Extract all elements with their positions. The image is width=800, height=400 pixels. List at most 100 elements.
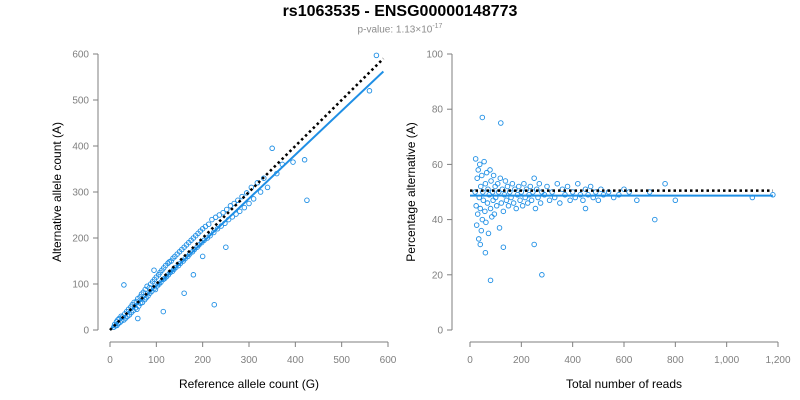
left-y-axis-label: Alternative allele count (A) — [50, 122, 64, 262]
data-point — [135, 315, 141, 322]
data-point — [634, 197, 640, 204]
data-point — [472, 156, 479, 162]
data-point — [477, 241, 484, 248]
data-point — [580, 197, 586, 204]
left-y-tick-label: 500 — [72, 96, 89, 107]
data-point — [473, 222, 480, 228]
data-point — [160, 308, 167, 315]
left-y-tick-label: 0 — [83, 326, 89, 337]
data-point — [537, 200, 544, 206]
data-point — [473, 203, 479, 209]
data-point — [521, 180, 527, 187]
data-point — [472, 189, 478, 195]
data-point — [480, 197, 487, 204]
data-point — [527, 183, 534, 190]
right-y-tick-label: 40 — [432, 215, 444, 226]
data-point — [569, 189, 576, 195]
data-point — [290, 159, 296, 165]
left-reference-line — [109, 57, 385, 331]
data-point — [220, 209, 226, 216]
data-point — [207, 232, 213, 239]
right-scatter-plot: 0 200 400 600 800 1,000 1,200 0 20 40 60 80 100 Total… — [404, 50, 791, 392]
data-point — [510, 200, 517, 206]
data-point — [474, 211, 481, 217]
data-point — [505, 203, 512, 209]
data-point — [646, 189, 653, 195]
data-point — [190, 272, 197, 278]
data-point — [493, 203, 500, 209]
data-point — [497, 175, 504, 181]
left-x-tick-label: 100 — [148, 355, 165, 366]
data-point — [559, 186, 566, 192]
data-point — [503, 197, 510, 204]
data-point — [672, 197, 679, 204]
right-x-tick-label: 0 — [467, 355, 473, 366]
data-point — [366, 88, 373, 94]
data-point — [487, 205, 494, 212]
chart-title: rs1063535 - ENSG00000148773 — [282, 3, 518, 20]
data-point — [489, 214, 495, 220]
data-point — [121, 282, 127, 288]
data-point — [199, 253, 206, 260]
data-point — [250, 196, 257, 202]
data-point — [499, 186, 506, 192]
data-point — [557, 200, 563, 206]
right-y-axis-label: Percentage alternative (A) — [404, 122, 418, 261]
data-point — [487, 277, 494, 284]
left-x-tick-label: 300 — [241, 355, 258, 366]
data-point — [652, 216, 658, 223]
data-point — [498, 120, 504, 126]
data-point — [243, 190, 250, 196]
data-point — [494, 180, 501, 187]
data-point — [500, 208, 507, 215]
data-point — [231, 200, 237, 207]
data-point — [488, 178, 494, 184]
data-point — [479, 114, 486, 121]
data-point — [492, 183, 498, 190]
data-point — [264, 184, 271, 191]
right-x-axis-label: Total number of reads — [566, 377, 682, 391]
data-point — [211, 229, 217, 236]
right-y-tick-label: 0 — [437, 326, 443, 337]
left-y-tick-label: 400 — [72, 142, 89, 153]
p-value-text: p-value: 1.13×10 — [357, 24, 433, 36]
left-y-tick-label: 600 — [72, 50, 89, 61]
data-point — [257, 189, 264, 195]
data-point — [490, 172, 497, 179]
left-y-tick-label: 200 — [72, 234, 89, 245]
data-point — [595, 197, 602, 204]
data-point — [261, 175, 267, 181]
left-x-tick-label: 400 — [287, 355, 304, 366]
data-point — [484, 200, 491, 206]
data-point — [478, 227, 485, 234]
data-point — [483, 169, 490, 176]
data-point — [554, 180, 561, 187]
data-point — [181, 290, 187, 296]
data-point — [477, 161, 483, 168]
data-point — [479, 216, 486, 223]
data-point — [575, 180, 581, 187]
data-point — [490, 197, 496, 204]
data-point — [531, 175, 537, 181]
data-point — [491, 211, 498, 217]
data-point — [502, 178, 509, 184]
data-point — [509, 180, 516, 187]
data-point — [301, 157, 308, 163]
right-x-tick-label: 400 — [564, 355, 581, 366]
data-point — [478, 183, 484, 190]
data-point — [482, 180, 489, 187]
data-point — [567, 197, 573, 204]
data-point — [205, 221, 212, 227]
data-point — [504, 183, 511, 190]
data-point — [236, 208, 243, 215]
data-point — [549, 189, 555, 195]
data-point — [517, 197, 523, 204]
left-x-tick-label: 500 — [333, 355, 350, 366]
data-point — [626, 189, 632, 195]
data-point — [224, 206, 230, 213]
left-x-axis-label: Reference allele count (G) — [179, 377, 319, 391]
right-x-tick-label: 1,200 — [765, 355, 790, 366]
data-point — [536, 180, 543, 187]
data-point — [525, 200, 531, 206]
